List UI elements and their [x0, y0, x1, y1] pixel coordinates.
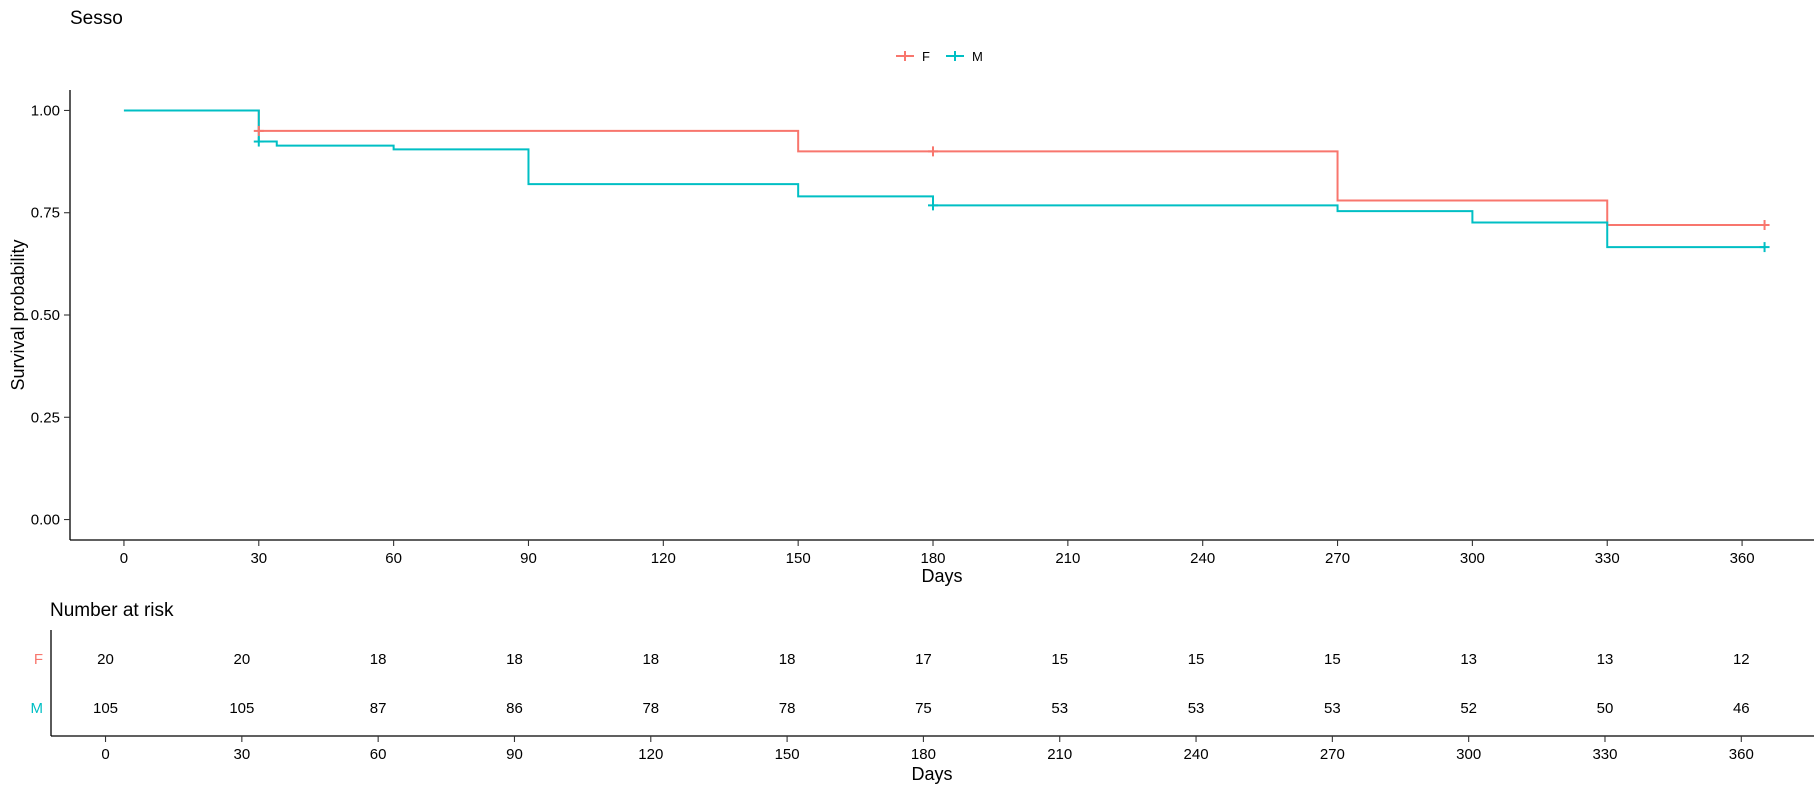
risk-value: 12 — [1733, 651, 1750, 668]
censor-mark-m — [253, 136, 264, 147]
risk-value: 53 — [1051, 700, 1068, 717]
risk-value: 15 — [1188, 651, 1205, 668]
risk-row-labels: FM — [31, 651, 44, 717]
censor-mark-m — [1759, 242, 1770, 253]
risk-x-tick-label: 210 — [1047, 746, 1072, 763]
y-axis-ticks: 0.00 0.25 0.50 0.75 1.00 — [31, 102, 70, 529]
risk-value: 13 — [1597, 651, 1614, 668]
risk-value: 52 — [1460, 700, 1477, 717]
plot-title: Sesso — [70, 8, 123, 29]
risk-x-tick-label: 330 — [1592, 746, 1617, 763]
risk-x-axis-title: Days — [911, 764, 952, 784]
x-tick-label: 300 — [1460, 550, 1485, 567]
risk-value: 50 — [1597, 700, 1614, 717]
x-tick-label: 180 — [920, 550, 945, 567]
risk-value: 46 — [1733, 700, 1750, 717]
risk-value: 20 — [233, 651, 250, 668]
y-axis-title: Survival probability — [8, 239, 28, 390]
risk-value: 20 — [97, 651, 114, 668]
risk-value: 15 — [1051, 651, 1068, 668]
legend-item-m: M — [946, 49, 983, 64]
risk-value: 75 — [915, 700, 932, 717]
risk-value: 78 — [779, 700, 796, 717]
x-tick-label: 150 — [786, 550, 811, 567]
x-tick-label: 0 — [120, 550, 128, 567]
risk-value: 87 — [370, 700, 387, 717]
x-tick-label: 270 — [1325, 550, 1350, 567]
risk-value: 105 — [229, 700, 254, 717]
risk-x-tick-label: 300 — [1456, 746, 1481, 763]
risk-x-tick-label: 30 — [233, 746, 250, 763]
risk-row-label-f: F — [34, 651, 43, 668]
risk-x-tick-label: 270 — [1320, 746, 1345, 763]
risk-value: 18 — [506, 651, 523, 668]
x-tick-label: 30 — [250, 550, 267, 567]
x-tick-label: 240 — [1190, 550, 1215, 567]
survival-curves — [123, 109, 1765, 249]
risk-value: 18 — [370, 651, 387, 668]
risk-value: 78 — [642, 700, 659, 717]
risk-x-tick-label: 150 — [775, 746, 800, 763]
risk-value: 18 — [779, 651, 796, 668]
y-tick-label: 0.75 — [31, 205, 60, 222]
x-axis-title: Days — [921, 566, 962, 586]
y-tick-label: 0.00 — [31, 512, 60, 529]
risk-value: 13 — [1460, 651, 1477, 668]
y-tick-label: 0.25 — [31, 409, 60, 426]
x-tick-label: 330 — [1595, 550, 1620, 567]
risk-x-axis-ticks: 0 30 60 90 120 150 180 210 240 270 300 330 360 — [101, 736, 1754, 763]
survival-curve-f — [123, 109, 1765, 226]
legend-label: F — [922, 49, 930, 64]
x-tick-label: 90 — [520, 550, 537, 567]
risk-value: 86 — [506, 700, 523, 717]
risk-values: 20 20 18 18 18 18 17 15 15 15 13 13 12 105 105 87 86 78 78… — [93, 651, 1750, 717]
risk-value: 53 — [1324, 700, 1341, 717]
risk-value: 15 — [1324, 651, 1341, 668]
x-tick-label: 210 — [1055, 550, 1080, 567]
risk-value: 18 — [642, 651, 659, 668]
x-tick-label: 120 — [651, 550, 676, 567]
x-tick-label: 360 — [1730, 550, 1755, 567]
risk-x-tick-label: 0 — [101, 746, 109, 763]
x-axis-ticks: 0 30 60 90 120 150 180 210 240 270 300 330 360 — [120, 540, 1755, 567]
censor-marks — [253, 125, 1770, 253]
legend-item-f: F — [896, 49, 930, 64]
risk-value: 105 — [93, 700, 118, 717]
risk-x-tick-label: 240 — [1184, 746, 1209, 763]
risk-x-tick-label: 60 — [370, 746, 387, 763]
survival-plot-panel: 0.00 0.25 0.50 0.75 1.00 0 30 60 90 120 150 180 210… — [31, 90, 1814, 567]
risk-x-tick-label: 120 — [638, 746, 663, 763]
censor-mark-f — [928, 146, 939, 157]
risk-x-tick-label: 90 — [506, 746, 523, 763]
censor-mark-f — [253, 125, 264, 136]
risk-value: 17 — [915, 651, 932, 668]
y-tick-label: 0.50 — [31, 307, 60, 324]
risk-value: 53 — [1188, 700, 1205, 717]
survival-curve-m — [123, 109, 1765, 249]
risk-row-label-m: M — [31, 700, 44, 717]
legend-label: M — [972, 49, 983, 64]
censor-mark-f — [1759, 220, 1770, 230]
risk-table-title: Number at risk — [50, 600, 174, 621]
risk-x-tick-label: 180 — [911, 746, 936, 763]
censor-mark-m — [928, 200, 939, 211]
x-tick-label: 60 — [385, 550, 402, 567]
y-tick-label: 1.00 — [31, 102, 60, 119]
risk-x-tick-label: 360 — [1729, 746, 1754, 763]
